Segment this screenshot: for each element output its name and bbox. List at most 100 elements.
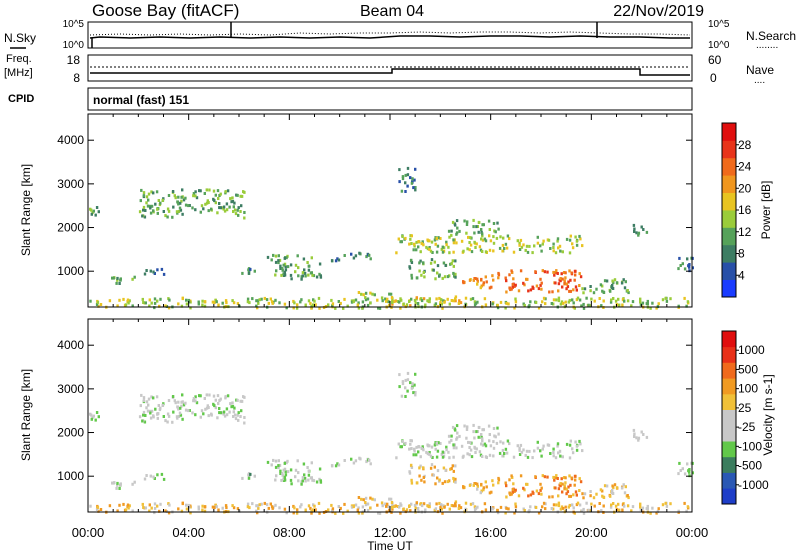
velocity-cell — [448, 456, 451, 460]
velocity-cell — [580, 509, 583, 513]
power-cell — [639, 297, 642, 301]
velocity-cell — [228, 410, 231, 414]
power-cell — [548, 290, 551, 294]
power-cell — [573, 269, 577, 273]
velocity-cell — [505, 451, 509, 455]
power-cell — [96, 300, 100, 304]
power-cell — [380, 296, 384, 300]
power-cell — [683, 296, 686, 300]
velocity-cell — [164, 419, 167, 423]
velocity-cell — [450, 438, 453, 442]
power-cell — [243, 216, 246, 220]
power-cell — [155, 190, 159, 194]
power-cell — [415, 248, 418, 252]
power-cell — [633, 227, 636, 231]
power-cell — [148, 304, 151, 308]
velocity-cell — [574, 440, 577, 444]
power-cell — [260, 297, 263, 301]
power-cell — [142, 194, 146, 198]
velocity-cell — [299, 505, 302, 509]
power-cell — [642, 228, 645, 231]
power-cell — [623, 286, 627, 290]
power-cell — [177, 302, 180, 306]
velocity-cell — [280, 478, 283, 482]
power-cell — [213, 199, 216, 203]
power-cell — [274, 254, 278, 258]
power-cell — [438, 273, 441, 277]
velocity-cell — [502, 441, 505, 445]
power-cell — [474, 301, 478, 305]
power-cell — [456, 226, 459, 230]
velocity-cell — [458, 504, 461, 508]
velocity-cell — [147, 403, 150, 407]
power-cell — [410, 181, 414, 185]
power-cell — [412, 248, 415, 252]
power-cell — [191, 206, 194, 210]
power-cell — [567, 280, 570, 284]
power-cell — [560, 272, 563, 276]
station-title: Goose Bay (fitACF) — [92, 1, 239, 20]
power-cell — [609, 300, 613, 304]
power-cell — [232, 205, 235, 209]
velocity-cell — [455, 437, 458, 441]
power-cell — [290, 277, 293, 281]
power-cell — [131, 304, 134, 308]
power-cell — [269, 297, 272, 301]
power-cell — [480, 277, 483, 281]
velocity-cell — [201, 508, 204, 512]
velocity-cell — [310, 511, 313, 515]
velocity-cell — [541, 505, 544, 509]
velocity-cell — [557, 501, 561, 505]
power-cell — [167, 209, 171, 213]
velocity-cell — [573, 483, 576, 487]
velocity-cell — [583, 492, 587, 496]
velocity-cell — [243, 416, 246, 419]
velocity-cell — [484, 455, 488, 459]
velocity-cell — [567, 485, 570, 489]
velocity-cell — [362, 498, 365, 502]
velocity-cell — [482, 488, 485, 492]
velocity-cell — [428, 444, 431, 448]
velocity-colorbar-swatch — [722, 409, 736, 426]
velocity-cell — [243, 421, 246, 425]
velocity-cell — [410, 439, 413, 443]
velocity-colorbar-swatch — [722, 346, 736, 363]
velocity-cell — [141, 502, 144, 506]
power-cell — [182, 198, 186, 202]
velocity-cell — [184, 401, 187, 405]
power-cell — [541, 242, 544, 246]
velocity-y-tick-label: 4000 — [57, 338, 84, 352]
power-cell — [585, 296, 588, 300]
velocity-cell — [497, 478, 501, 482]
velocity-cell — [414, 372, 417, 376]
power-cell — [381, 299, 384, 303]
velocity-cell — [603, 484, 607, 488]
velocity-cell — [436, 476, 439, 480]
velocity-cell — [539, 449, 542, 453]
velocity-y-tick-label: 1000 — [57, 469, 84, 483]
velocity-cell — [637, 438, 640, 442]
velocity-cell — [414, 393, 417, 397]
velocity-cell — [233, 413, 237, 417]
power-cell — [543, 270, 547, 274]
velocity-cell — [283, 461, 286, 465]
power-cell — [386, 297, 389, 301]
power-cell — [300, 277, 303, 281]
power-cell — [492, 249, 495, 253]
velocity-cell — [441, 455, 445, 459]
power-cell — [319, 274, 322, 278]
power-cell — [669, 297, 672, 301]
velocity-cell — [518, 446, 521, 450]
power-cell — [439, 300, 442, 304]
velocity-cell — [568, 494, 571, 498]
power-cell — [605, 279, 609, 283]
power-colorbar-swatch — [722, 210, 736, 228]
velocity-cell — [480, 482, 483, 486]
velocity-cell — [413, 449, 416, 453]
noise-search-trace — [89, 31, 691, 36]
velocity-cell — [540, 492, 543, 496]
power-cell — [555, 298, 558, 302]
power-cell — [116, 278, 119, 282]
power-cell — [401, 175, 405, 179]
velocity-cell — [211, 505, 215, 509]
